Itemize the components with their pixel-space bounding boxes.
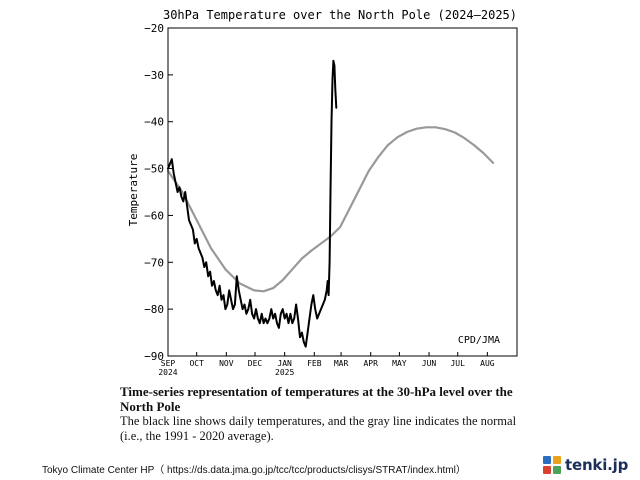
y-axis-label: Temperature — [127, 154, 140, 227]
plot-frame — [167, 27, 518, 357]
chart-annotation: CPD/JMA — [458, 335, 500, 346]
caption-body: The black line shows daily temperatures,… — [120, 414, 517, 443]
x-tick-label: APR — [363, 359, 378, 368]
daily-temperature-line — [167, 59, 338, 348]
x-tick-label: MAR — [334, 359, 349, 368]
tenki-logo[interactable]: tenki.jp — [543, 456, 628, 474]
y-tick-label: −20 — [144, 22, 164, 35]
x-tick-label: OCT — [189, 359, 204, 368]
y-tick-label: −80 — [144, 303, 164, 316]
x-tick-label: AUG — [480, 359, 495, 368]
x-tick-label: FEB — [307, 359, 322, 368]
x-tick-year-label: 2024 — [158, 368, 177, 377]
y-tick-label: −90 — [144, 350, 164, 363]
x-tick-label: DEC — [248, 359, 263, 368]
normal-temperature-line — [166, 126, 495, 293]
chart-title: 30hPa Temperature over the North Pole (2… — [163, 8, 517, 22]
tenki-logo-icon — [543, 456, 561, 474]
x-tick-label: MAY — [392, 359, 407, 368]
x-tick-label: JUL — [450, 359, 465, 368]
logo-text: tenki.jp — [565, 456, 629, 474]
caption-title: Time-series representation of temperatur… — [120, 384, 513, 414]
y-tick-label: −60 — [144, 209, 164, 222]
y-tick-label: −40 — [144, 116, 164, 129]
x-tick-label: JAN — [277, 359, 292, 368]
x-tick-label: JUN — [422, 359, 437, 368]
y-tick-label: −70 — [144, 256, 164, 269]
chart: 30hPa Temperature over the North Pole (2… — [127, 8, 518, 377]
y-tick-label: −50 — [144, 163, 164, 176]
source-text: Tokyo Climate Center HP（ https://ds.data… — [42, 465, 466, 476]
y-tick-label: −30 — [144, 69, 164, 82]
x-tick-label: SEP — [161, 359, 176, 368]
x-tick-label: NOV — [219, 359, 234, 368]
x-tick-year-label: 2025 — [275, 368, 294, 377]
